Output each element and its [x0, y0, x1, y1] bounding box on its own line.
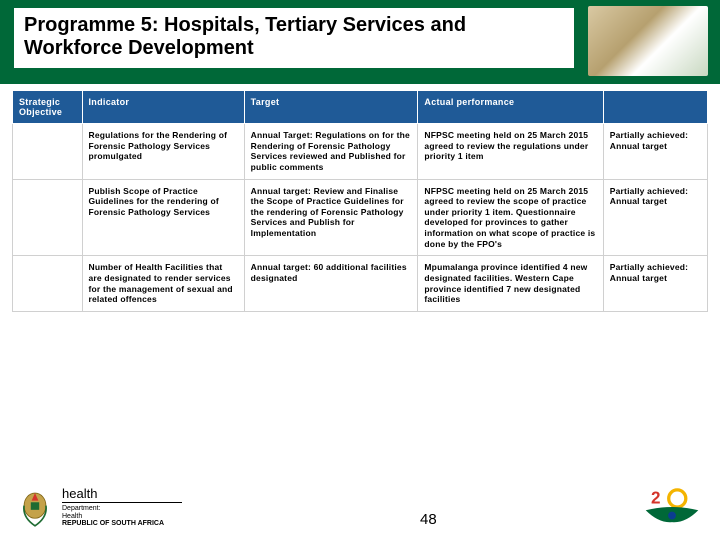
department-line: Department: [62, 505, 182, 513]
cell-status: Partially achieved: Annual target [603, 124, 707, 180]
cell-status: Partially achieved: Annual target [603, 179, 707, 256]
table-row: Number of Health Facilities that are des… [13, 256, 708, 312]
cell-target: Annual Target: Regulations on for the Re… [244, 124, 418, 180]
header-photo [588, 6, 708, 76]
svg-text:2: 2 [651, 489, 661, 508]
cell-indicator: Publish Scope of Practice Guidelines for… [82, 179, 244, 256]
cell-indicator: Regulations for the Rendering of Forensi… [82, 124, 244, 180]
anniversary-logo-icon: 2 [638, 484, 706, 530]
cell-performance: NFPSC meeting held on 25 March 2015 agre… [418, 179, 603, 256]
cell-performance: Mpumalanga province identified 4 new des… [418, 256, 603, 312]
col-actual-performance: Actual performance [418, 91, 603, 124]
col-status [603, 91, 707, 124]
programme-table: Strategic Objective Indicator Target Act… [12, 90, 708, 312]
header-band: Programme 5: Hospitals, Tertiary Service… [0, 0, 720, 84]
cell-status: Partially achieved: Annual target [603, 256, 707, 312]
page-number: 48 [420, 511, 437, 528]
col-strategic-objective: Strategic Objective [13, 91, 83, 124]
cell-target: Annual target: Review and Finalise the S… [244, 179, 418, 256]
title-box: Programme 5: Hospitals, Tertiary Service… [14, 8, 574, 68]
page-title: Programme 5: Hospitals, Tertiary Service… [24, 14, 564, 60]
cell-target: Annual target: 60 additional facilities … [244, 256, 418, 312]
coat-of-arms-icon [14, 488, 56, 530]
cell-indicator: Number of Health Facilities that are des… [82, 256, 244, 312]
cell-so [13, 256, 83, 312]
cell-performance: NFPSC meeting held on 25 March 2015 agre… [418, 124, 603, 180]
table-row: Publish Scope of Practice Guidelines for… [13, 179, 708, 256]
table-wrap: Strategic Objective Indicator Target Act… [0, 84, 720, 312]
department-line: Health [62, 513, 182, 521]
department-title: health [62, 487, 182, 503]
col-target: Target [244, 91, 418, 124]
department-line: REPUBLIC OF SOUTH AFRICA [62, 520, 182, 528]
col-indicator: Indicator [82, 91, 244, 124]
cell-so [13, 124, 83, 180]
footer: health Department: Health REPUBLIC OF SO… [0, 478, 720, 534]
cell-so [13, 179, 83, 256]
table-header-row: Strategic Objective Indicator Target Act… [13, 91, 708, 124]
department-block: health Department: Health REPUBLIC OF SO… [62, 487, 182, 528]
table-row: Regulations for the Rendering of Forensi… [13, 124, 708, 180]
